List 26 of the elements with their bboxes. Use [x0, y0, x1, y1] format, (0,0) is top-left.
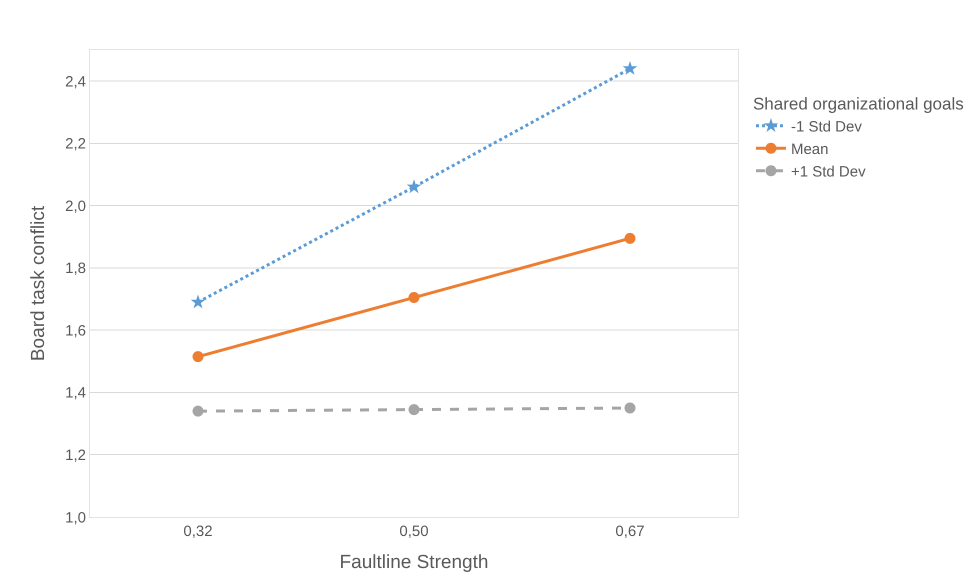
x-tick-label: 0,50	[399, 523, 429, 540]
point	[192, 406, 204, 417]
x-tick-label: 0,32	[183, 523, 213, 540]
y-tick-label: 2,0	[65, 198, 86, 215]
y-tick-label: 2,4	[65, 73, 86, 90]
point	[408, 292, 420, 304]
legend-title: Shared organizational goals	[752, 94, 964, 114]
y-tick-label: 1,2	[65, 446, 86, 464]
y-tick-label: 1,0	[65, 509, 86, 526]
legend-label: +1 Std Dev	[790, 164, 866, 181]
point	[622, 60, 638, 75]
point	[624, 232, 636, 244]
point	[192, 351, 204, 362]
point	[624, 402, 636, 414]
y-axis-title: Board task conflict	[28, 205, 49, 362]
point	[408, 404, 420, 416]
legend-label: Mean	[790, 141, 828, 158]
x-axis-title: Faultline Strength	[340, 552, 488, 573]
y-tick-label: 1,8	[65, 260, 86, 278]
x-tick-label: 0,67	[615, 523, 645, 540]
legend-label: -1 Std Dev	[790, 118, 862, 136]
y-tick-label: 1,4	[65, 384, 86, 402]
y-tick-label: 2,2	[65, 136, 86, 153]
y-tick-label: 1,6	[65, 322, 86, 340]
point	[190, 294, 206, 308]
point	[406, 179, 422, 194]
